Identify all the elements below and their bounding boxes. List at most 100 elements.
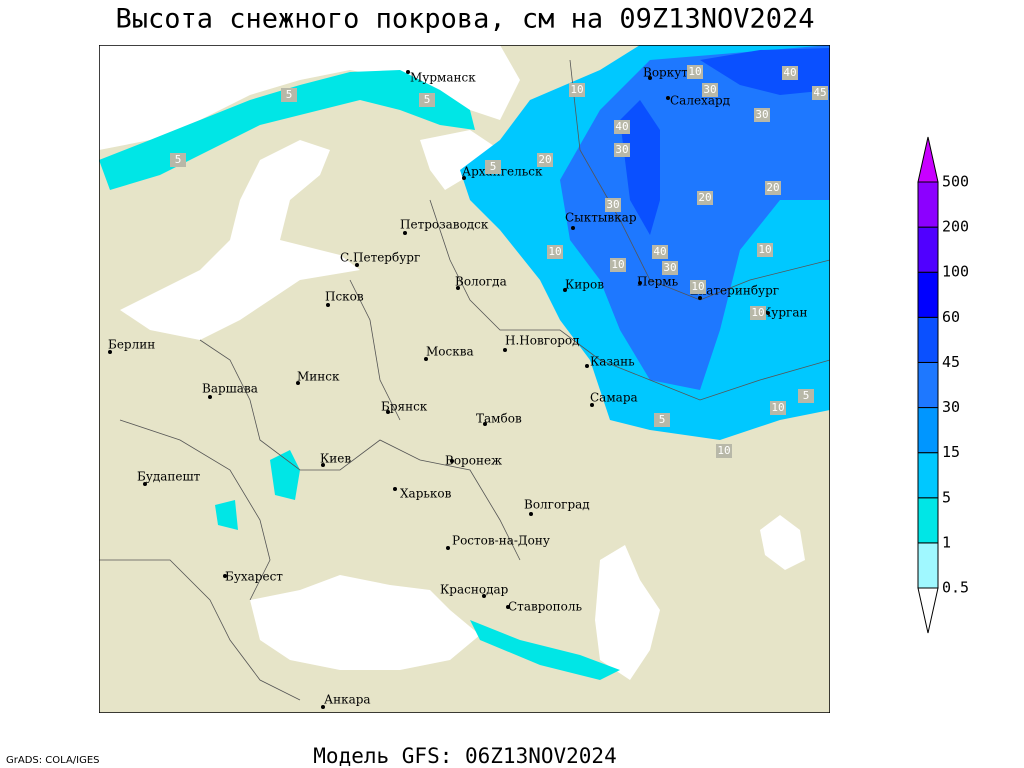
- contour-label: 5: [659, 413, 666, 426]
- contour-label: 20: [538, 153, 551, 166]
- city-label: Берлин: [108, 338, 155, 352]
- contour-label: 10: [758, 243, 771, 256]
- contour-label: 10: [771, 401, 784, 414]
- colorbar-box: [917, 226, 939, 273]
- contour-label-box: [652, 245, 668, 259]
- city-dot: [355, 263, 359, 267]
- contour-label: 45: [813, 86, 826, 99]
- contour-label: 30: [606, 198, 619, 211]
- contour-label: 5: [286, 88, 293, 101]
- city-label: Курган: [762, 306, 807, 320]
- contour-label-box: [170, 153, 186, 167]
- colorbar-label: 60: [942, 308, 960, 326]
- contour-label-box: [750, 306, 766, 320]
- city-label: Архангельск: [462, 165, 543, 179]
- city-dot: [585, 364, 589, 368]
- city-dot: [406, 70, 410, 74]
- contour-label-box: [765, 181, 781, 195]
- city-dot: [666, 96, 670, 100]
- city-label: Харьков: [400, 487, 452, 501]
- city-dot: [326, 303, 330, 307]
- colorbar-box: [917, 271, 939, 318]
- colorbar-box: [917, 361, 939, 409]
- colorbar-label: 1: [942, 533, 951, 551]
- city-dot: [208, 395, 212, 399]
- colorbar-box: [917, 316, 939, 363]
- city-label: Ростов-на-Дону: [452, 534, 550, 548]
- city-label: Волгоград: [524, 498, 590, 512]
- contour-label-box: [419, 93, 435, 107]
- contour-label: 20: [766, 181, 779, 194]
- city-dot: [446, 546, 450, 550]
- contour-label: 20: [698, 191, 711, 204]
- city-label: Краснодар: [440, 583, 509, 597]
- barents-sea: [99, 45, 520, 150]
- colorbar-over: [917, 136, 939, 183]
- city-dot: [571, 226, 575, 230]
- city-label: Самара: [590, 391, 638, 405]
- city-dot: [450, 459, 454, 463]
- colorbar-label: 45: [942, 353, 960, 371]
- city-label: Петрозаводск: [400, 218, 489, 232]
- city-dot: [590, 403, 594, 407]
- city-label: Ставрополь: [508, 600, 582, 614]
- colorbar-box: [917, 452, 939, 499]
- contour-label: 10: [688, 65, 701, 78]
- city-dot: [529, 512, 533, 516]
- city-dot: [766, 311, 770, 315]
- city-dot: [456, 286, 460, 290]
- city-dot: [143, 482, 147, 486]
- contour-label: 10: [751, 306, 764, 319]
- snow-south: [215, 450, 620, 680]
- city-label: Воронеж: [445, 454, 502, 468]
- caspian-sea: [595, 545, 660, 680]
- contour-label-box: [757, 243, 773, 257]
- contour-label-box: [569, 83, 585, 97]
- colorbar-box: [917, 497, 939, 544]
- city-label: Москва: [426, 345, 474, 359]
- contour-label: 5: [424, 93, 431, 106]
- footer-center: Модель GFS: 06Z13NOV2024: [313, 744, 616, 768]
- city-label: Бухарест: [225, 570, 283, 584]
- contour-label: 40: [615, 120, 628, 133]
- borders: [99, 59, 830, 701]
- contour-label: 5: [490, 160, 497, 173]
- city-dot: [393, 487, 397, 491]
- title: Высота снежного покрова, см на 09Z13NOV2…: [116, 4, 815, 35]
- contour-label: 10: [570, 83, 583, 96]
- contour-label: 10: [691, 280, 704, 293]
- city-label: Тамбов: [476, 412, 522, 426]
- baltic-sea: [120, 140, 360, 340]
- city-label: Н.Новгород: [505, 334, 580, 348]
- contour-label-box: [798, 389, 814, 403]
- contour-label-box: [782, 66, 798, 80]
- city-label: Варшава: [202, 382, 258, 396]
- city-dot: [403, 231, 407, 235]
- city-dot: [563, 288, 567, 292]
- city-dot: [462, 176, 466, 180]
- contour-label-box: [690, 280, 706, 294]
- city-dot: [638, 281, 642, 285]
- footer-left: GrADS: COLA/IGES: [6, 755, 100, 766]
- city-dot: [424, 357, 428, 361]
- contour-label: 30: [755, 108, 768, 121]
- city-dot: [506, 605, 510, 609]
- snow-yamal: [700, 48, 830, 95]
- contour-label-box: [654, 413, 670, 427]
- colorbar-label: 15: [942, 443, 960, 461]
- contour-label: 5: [175, 153, 182, 166]
- contour-label: 30: [663, 261, 676, 274]
- city-label: Брянск: [381, 400, 428, 414]
- white-sea: [420, 130, 500, 190]
- city-dot: [321, 463, 325, 467]
- contour-label: 10: [611, 258, 624, 271]
- contour-label: 40: [783, 66, 796, 79]
- city-label: Воркута: [643, 66, 695, 80]
- city-label: Псков: [325, 290, 364, 304]
- map: Мурманск Воркута Салехард Архангельск Петроз…: [99, 45, 830, 713]
- colorbar-label: 5: [942, 488, 951, 506]
- contour-label: 30: [615, 143, 628, 156]
- city-label: Екатеринбург: [690, 284, 779, 298]
- snow-north: [99, 70, 475, 190]
- city-dot: [698, 296, 702, 300]
